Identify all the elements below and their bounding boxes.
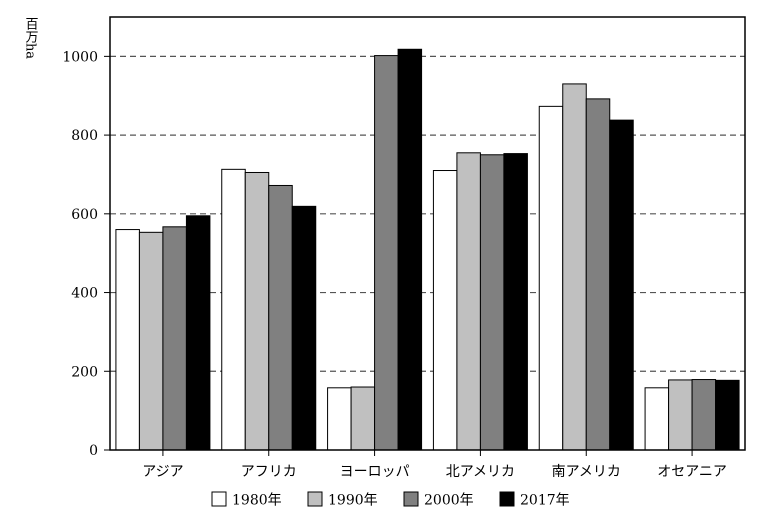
plot-frame bbox=[109, 16, 746, 451]
bar bbox=[479, 154, 505, 451]
bar bbox=[503, 153, 528, 451]
legend-swatch bbox=[403, 491, 419, 507]
y-tick-label: 0 bbox=[89, 443, 98, 459]
x-axis-categories: アジア アフリカ ヨーロッパ 北アメリカ 南アメリカ オセアニア bbox=[142, 450, 727, 480]
bar bbox=[350, 386, 376, 451]
bar bbox=[397, 48, 423, 451]
bar bbox=[185, 215, 211, 451]
bar bbox=[668, 379, 693, 451]
x-category-label: 南アメリカ bbox=[552, 464, 621, 480]
y-tick-label: 1000 bbox=[62, 49, 98, 65]
bar bbox=[609, 119, 634, 451]
legend-swatch bbox=[307, 491, 323, 507]
bar bbox=[456, 152, 481, 451]
bar bbox=[268, 184, 293, 451]
legend-swatch bbox=[499, 491, 515, 507]
legend: 1980年 1990年 2000年 2017年 bbox=[211, 491, 570, 509]
bar bbox=[585, 98, 611, 451]
bar bbox=[432, 170, 458, 451]
y-tick-label: 200 bbox=[71, 364, 98, 380]
y-axis-label: 百万ha bbox=[23, 17, 39, 59]
bar bbox=[115, 229, 140, 451]
bar bbox=[138, 231, 164, 451]
bar bbox=[538, 105, 564, 451]
y-axis-ticks: 0 200 400 600 800 1000 bbox=[62, 49, 110, 459]
y-tick-label: 400 bbox=[71, 286, 98, 302]
bar bbox=[162, 226, 187, 451]
x-category-label: アジア bbox=[142, 464, 183, 480]
legend-label: 1980年 bbox=[232, 493, 282, 509]
bar bbox=[221, 168, 246, 451]
bars bbox=[115, 48, 740, 451]
bar bbox=[244, 171, 270, 451]
legend-label: 1990年 bbox=[328, 493, 378, 509]
legend-swatch bbox=[211, 491, 227, 507]
bar bbox=[374, 55, 399, 451]
x-category-label: アフリカ bbox=[241, 464, 297, 480]
x-category-label: ヨーロッパ bbox=[340, 464, 410, 480]
x-category-label: オセアニア bbox=[657, 464, 727, 480]
x-category-label: 北アメリカ bbox=[446, 464, 515, 480]
bar bbox=[327, 387, 352, 451]
bar bbox=[644, 387, 670, 451]
gridlines bbox=[110, 55, 745, 372]
bar bbox=[715, 379, 740, 451]
legend-label: 2000年 bbox=[424, 493, 474, 509]
y-tick-label: 600 bbox=[71, 207, 98, 223]
bar bbox=[291, 205, 317, 451]
bar bbox=[562, 83, 587, 451]
bar bbox=[691, 379, 717, 451]
legend-label: 2017年 bbox=[520, 493, 570, 509]
y-tick-label: 800 bbox=[71, 128, 98, 144]
